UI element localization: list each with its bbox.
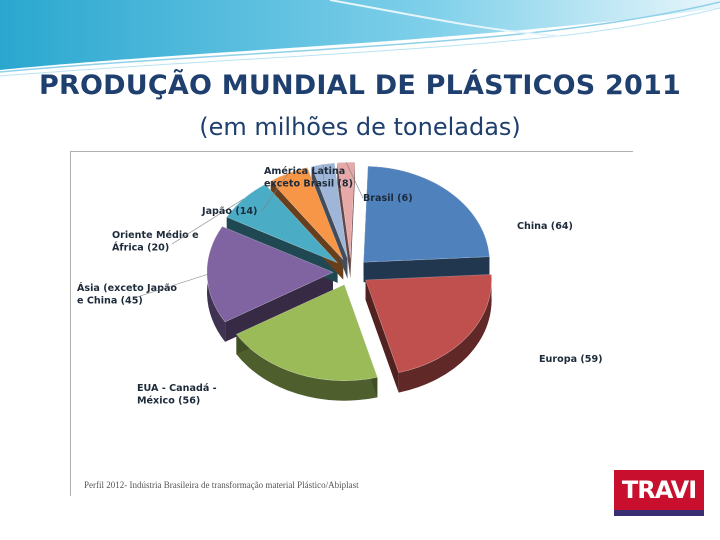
leader-line	[322, 164, 325, 181]
pie-slice-wall	[236, 334, 378, 401]
pie-slice-europa	[365, 274, 492, 373]
pie-slice-edge	[350, 162, 355, 279]
pie-slice-edge	[225, 272, 334, 342]
leader-line	[171, 198, 244, 245]
data-label: América Latina exceto Brasil (8)	[264, 165, 353, 190]
leader-line	[136, 274, 208, 298]
data-label: China (64)	[517, 221, 573, 232]
pie-slice-wall	[398, 274, 492, 393]
pie-slice--sia-exceto-jap-o-e-china-	[206, 226, 334, 323]
data-label: Oriente Médio e África (20)	[112, 229, 199, 254]
leader-line	[345, 162, 364, 199]
pie-slice-edge	[337, 162, 351, 279]
pie-slice-brasil	[336, 162, 356, 259]
data-label: EUA - Canadá -México (56)	[137, 382, 217, 407]
page-subtitle: (em milhões de toneladas)	[199, 113, 521, 141]
pie-slice-china	[363, 165, 490, 263]
pie-chart: China (64) Europa (59) EUA - Canadá -Méxic…	[77, 162, 603, 407]
source-note: Perfil 2012- Indústria Brasileira de tra…	[84, 480, 359, 490]
pie-slice-oriente-m-dio-e-frica	[226, 183, 338, 264]
leader-line	[261, 173, 289, 212]
pie-slice-edge	[365, 279, 399, 393]
data-label: Europa (59)	[539, 354, 603, 365]
data-label: Japão (14)	[201, 206, 257, 217]
chart-area: China (64) Europa (59) EUA - Canadá -Méxic…	[70, 151, 633, 496]
data-label: Ásia (exceto Japão e China (45)	[77, 281, 177, 307]
header-decoration	[0, 0, 720, 77]
pie-slice-edge	[363, 256, 490, 283]
pie-slice-eua-canad-m-xico	[235, 284, 378, 381]
travi-logo: TRAVI	[614, 470, 704, 516]
page-title: PRODUÇÃO MUNDIAL DE PLÁSTICOS 2011	[39, 70, 681, 101]
data-label: Brasil (6)	[363, 193, 413, 204]
